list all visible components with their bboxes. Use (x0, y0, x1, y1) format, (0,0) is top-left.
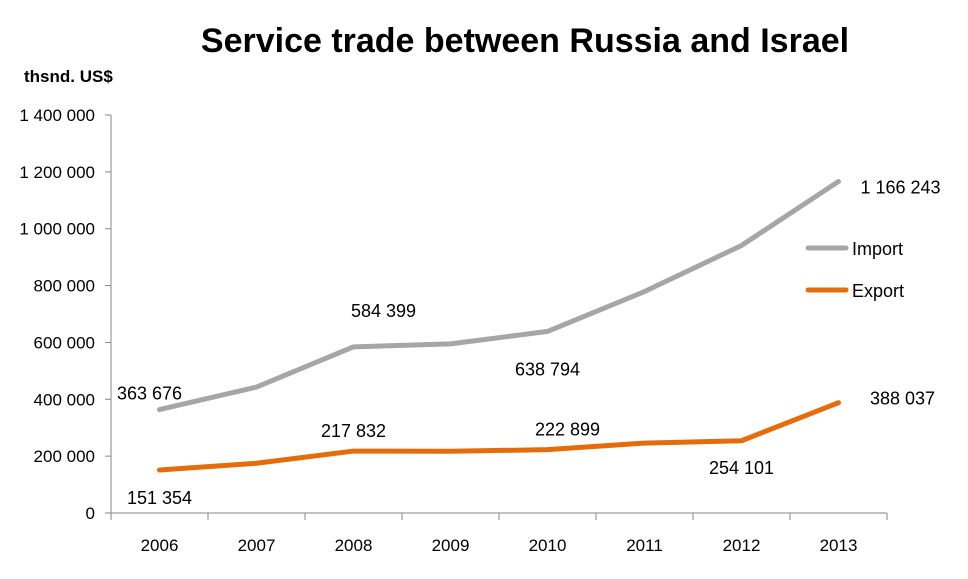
y-tick-label: 1 000 000 (19, 220, 95, 239)
y-tick-label: 1 200 000 (19, 163, 95, 182)
x-tick-label: 2008 (335, 536, 373, 555)
series-line-import (160, 181, 839, 409)
y-tick-label: 200 000 (34, 447, 95, 466)
data-label: 222 899 (535, 420, 600, 440)
y-tick-label: 1 400 000 (19, 106, 95, 125)
data-label: 363 676 (117, 384, 182, 404)
data-label: 638 794 (515, 359, 580, 379)
legend-label: Import (852, 239, 903, 259)
data-label: 254 101 (709, 458, 774, 478)
data-label: 151 354 (127, 488, 192, 508)
x-tick-label: 2013 (820, 536, 858, 555)
y-tick-label: 800 000 (34, 277, 95, 296)
y-axis-label: thsnd. US$ (24, 67, 113, 86)
x-tick-label: 2010 (529, 536, 567, 555)
y-tick-label: 600 000 (34, 333, 95, 352)
data-label: 217 832 (321, 421, 386, 441)
x-tick-label: 2009 (432, 536, 470, 555)
x-tick-label: 2012 (723, 536, 761, 555)
data-label: 388 037 (870, 389, 935, 409)
legend-label: Export (852, 281, 904, 301)
y-tick-label: 0 (86, 504, 95, 523)
data-label: 1 166 243 (860, 177, 940, 197)
data-label: 584 399 (351, 301, 416, 321)
x-tick-label: 2006 (141, 536, 179, 555)
x-tick-label: 2011 (626, 536, 663, 555)
chart-title: Service trade between Russia and Israel (201, 22, 849, 60)
x-tick-label: 2007 (238, 536, 276, 555)
y-tick-label: 400 000 (34, 390, 95, 409)
